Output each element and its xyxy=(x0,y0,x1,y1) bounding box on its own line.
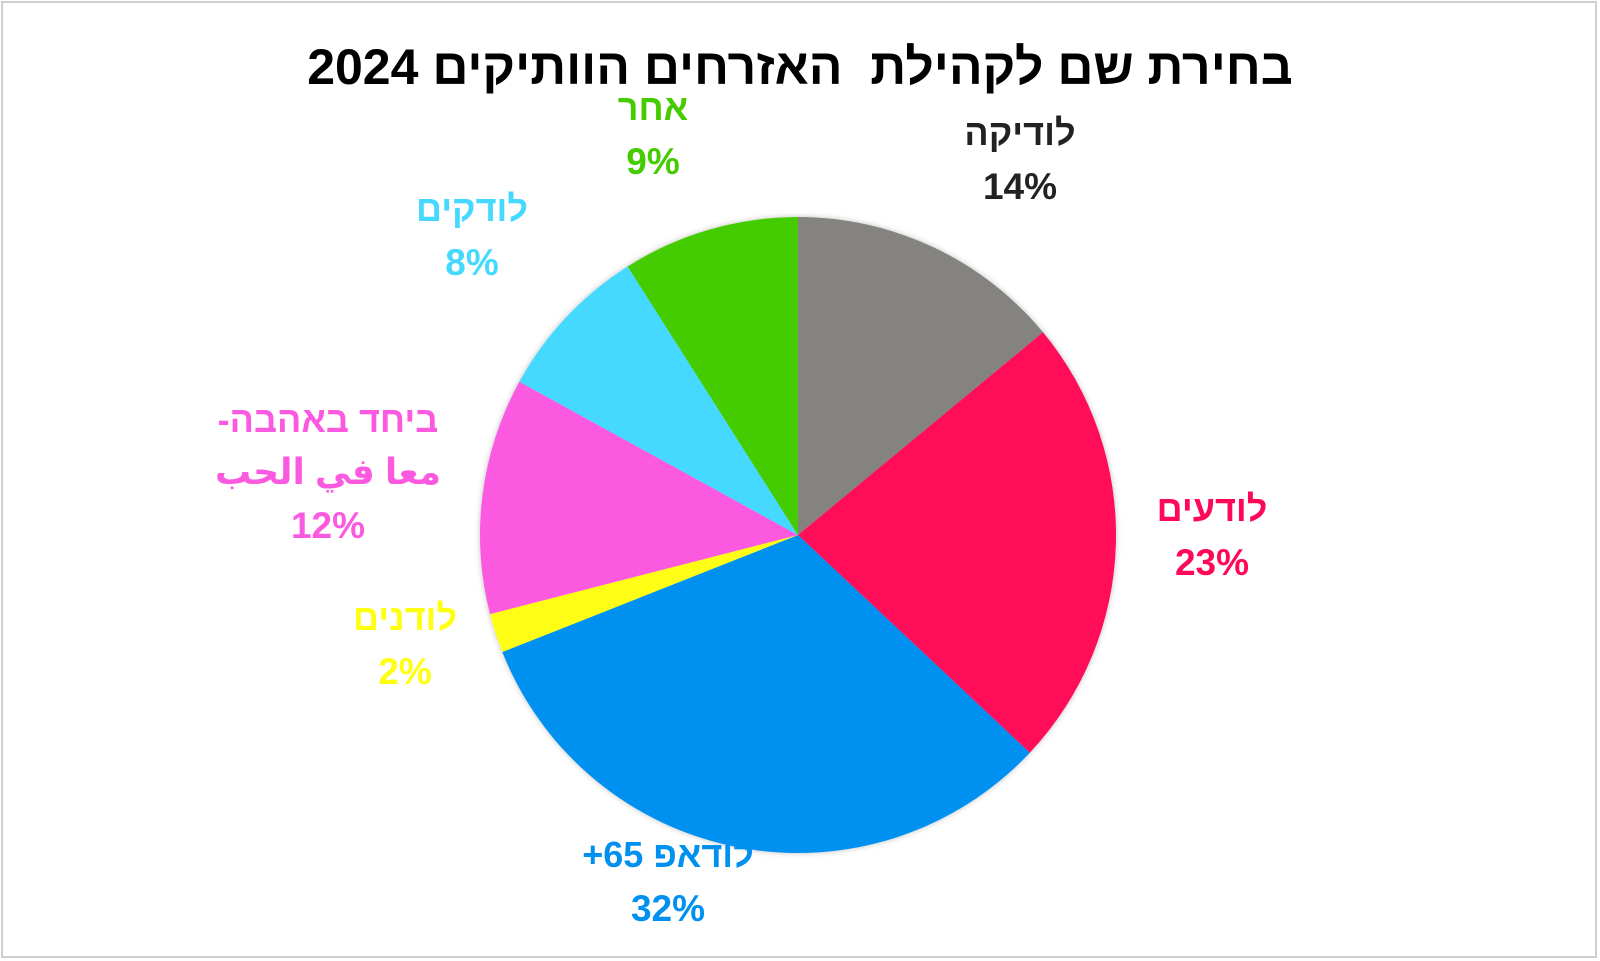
pie-slice-6 xyxy=(519,266,798,535)
slice-value-label-2: 23% xyxy=(1175,542,1249,583)
pie-slice-7 xyxy=(627,217,798,535)
slice-label-text-6-1: לודקים xyxy=(416,188,528,229)
pie-slice-5 xyxy=(479,381,798,615)
pie-slices xyxy=(479,217,1116,854)
slice-label-text-7-1: אחר xyxy=(618,87,689,128)
slice-label-1: לודיקה 14% xyxy=(964,112,1075,207)
slice-label-text-1-1: לודיקה xyxy=(964,112,1075,153)
slice-value-label-1: 14% xyxy=(983,166,1057,207)
pie-slice-1 xyxy=(798,217,1044,535)
slice-value-label-6: 8% xyxy=(445,242,498,283)
slice-value-label-3: 32% xyxy=(631,888,705,929)
slice-value-label-7: 9% xyxy=(626,141,679,182)
pie-labels: לודיקה 14% לודעים 23% לודאפ 65+ 32% לודנים 2% בי… xyxy=(215,87,1267,929)
slice-label-text-5-2: معا في الحب xyxy=(215,451,441,493)
slice-label-text-2-1: לודעים xyxy=(1157,488,1268,529)
slice-value-label-4: 2% xyxy=(378,651,431,692)
slice-label-text-3-1: לודאפ 65+ xyxy=(582,834,754,875)
slice-label-5: ביחד באהבה- معا في الحب 12% xyxy=(215,399,441,546)
slice-label-text-5-1: ביחד באהבה- xyxy=(218,399,439,440)
slice-label-6: לודקים 8% xyxy=(416,188,528,283)
pie-slice-2 xyxy=(798,332,1116,753)
pie-slice-4 xyxy=(489,535,798,653)
chart-title: בחירת שם לקהילת האזרחים הוותיקים 2024 xyxy=(307,39,1293,95)
slice-label-3: לודאפ 65+ 32% xyxy=(582,834,754,929)
slice-label-2: לודעים 23% xyxy=(1157,488,1268,583)
pie-slice-3 xyxy=(502,535,1030,854)
slice-label-7: אחר 9% xyxy=(618,87,689,182)
slice-value-label-5: 12% xyxy=(291,505,365,546)
slice-label-text-4-1: לודנים xyxy=(353,597,457,638)
slice-label-4: לודנים 2% xyxy=(353,597,457,692)
